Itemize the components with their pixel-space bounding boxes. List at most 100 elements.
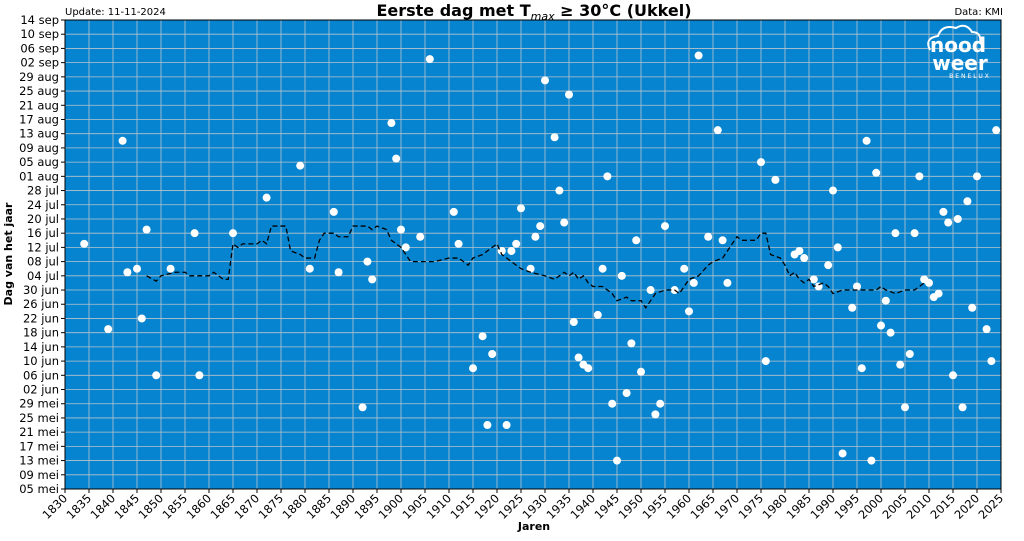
point (195, 371, 204, 380)
x-axis-label: Jaren (517, 520, 550, 533)
point (646, 286, 655, 295)
point (80, 239, 89, 248)
x-tick-label: 1895 (352, 491, 383, 522)
x-tick-label: 1980 (760, 491, 791, 522)
point (953, 214, 962, 223)
point (910, 229, 919, 238)
y-tick-label: 25 mei (19, 411, 59, 425)
y-tick-label: 25 aug (19, 84, 59, 98)
point (517, 204, 525, 213)
point (761, 357, 770, 366)
point (685, 307, 693, 316)
y-tick-label: 22 jun (23, 311, 59, 325)
y-tick-label: 04 jul (27, 269, 59, 283)
x-tick-label: 2010 (904, 491, 935, 522)
point (305, 264, 314, 273)
point (973, 172, 981, 181)
point (334, 268, 343, 277)
x-tick-label: 1840 (88, 491, 119, 522)
x-tick-label: 1850 (136, 491, 167, 522)
point (617, 271, 626, 280)
point (689, 278, 698, 287)
point (531, 232, 540, 241)
point (152, 371, 161, 380)
point (651, 410, 660, 419)
point (526, 264, 535, 273)
y-tick-label: 10 sep (20, 27, 59, 41)
point (449, 207, 458, 216)
point (416, 232, 425, 241)
point (891, 229, 900, 238)
point (862, 136, 871, 145)
x-tick-label: 1935 (544, 491, 575, 522)
point (536, 222, 545, 231)
point (987, 357, 996, 366)
point (944, 218, 953, 227)
x-tick-label: 1975 (736, 491, 767, 522)
x-tick-label: 2025 (976, 491, 1007, 522)
point (853, 282, 861, 291)
y-tick-label: 13 mei (19, 454, 59, 468)
point (483, 421, 492, 430)
point (963, 197, 972, 206)
x-tick-label: 1995 (832, 491, 863, 522)
point (968, 303, 977, 312)
point (387, 119, 396, 128)
point (358, 403, 367, 412)
point (809, 275, 818, 284)
y-tick-label: 09 aug (19, 141, 59, 155)
x-tick-label: 1875 (256, 491, 287, 522)
y-tick-label: 28 jul (27, 184, 59, 198)
y-tick-label: 17 mei (19, 439, 59, 453)
x-tick-label: 1845 (112, 491, 143, 522)
point (454, 239, 463, 248)
point (795, 246, 804, 255)
chart-title: Eerste dag met Tmax ≥ 30°C (Ukkel) (376, 1, 691, 23)
point (598, 264, 607, 273)
point (401, 243, 410, 252)
y-tick-label: 21 aug (19, 98, 59, 112)
point (934, 289, 943, 298)
y-tick-label: 14 jun (23, 340, 59, 354)
x-tick-label: 1885 (304, 491, 335, 522)
point (656, 399, 665, 408)
point (329, 207, 338, 216)
point (368, 275, 377, 284)
point (896, 360, 905, 369)
point (622, 389, 631, 398)
point (680, 264, 689, 273)
point (488, 349, 497, 358)
point (560, 218, 569, 227)
y-tick-label: 26 jun (23, 297, 59, 311)
update-note: Update: 11-11-2024 (65, 7, 166, 18)
logo-cloud (927, 24, 982, 51)
point (565, 90, 573, 99)
y-tick-label: 20 jul (27, 212, 59, 226)
x-tick-label: 1945 (592, 491, 623, 522)
y-axis-label: Dag van het jaar (2, 202, 15, 306)
point (593, 310, 602, 319)
x-tick-label: 1930 (520, 491, 551, 522)
point (915, 172, 924, 181)
x-tick-label: 1985 (784, 491, 815, 522)
point (363, 257, 372, 266)
x-tick-label: 1860 (184, 491, 215, 522)
point (713, 126, 722, 135)
plot-frame (64, 19, 1002, 490)
x-tick-label: 2015 (928, 491, 959, 522)
x-tick-label: 1990 (808, 491, 839, 522)
point (757, 158, 765, 167)
title-part: Eerste dag met T (376, 1, 530, 20)
x-tick-label: 1865 (208, 491, 239, 522)
y-tick-label: 08 jul (27, 255, 59, 269)
logo-text: weer (932, 51, 988, 75)
y-tick-label: 17 aug (19, 112, 59, 126)
point (262, 193, 271, 202)
point (723, 278, 732, 287)
y-tick-label: 30 jun (23, 283, 59, 297)
y-tick-label: 16 jul (27, 226, 59, 240)
y-tick-label: 09 mei (19, 468, 59, 482)
point (574, 353, 583, 362)
point (603, 172, 612, 181)
point (478, 332, 487, 341)
